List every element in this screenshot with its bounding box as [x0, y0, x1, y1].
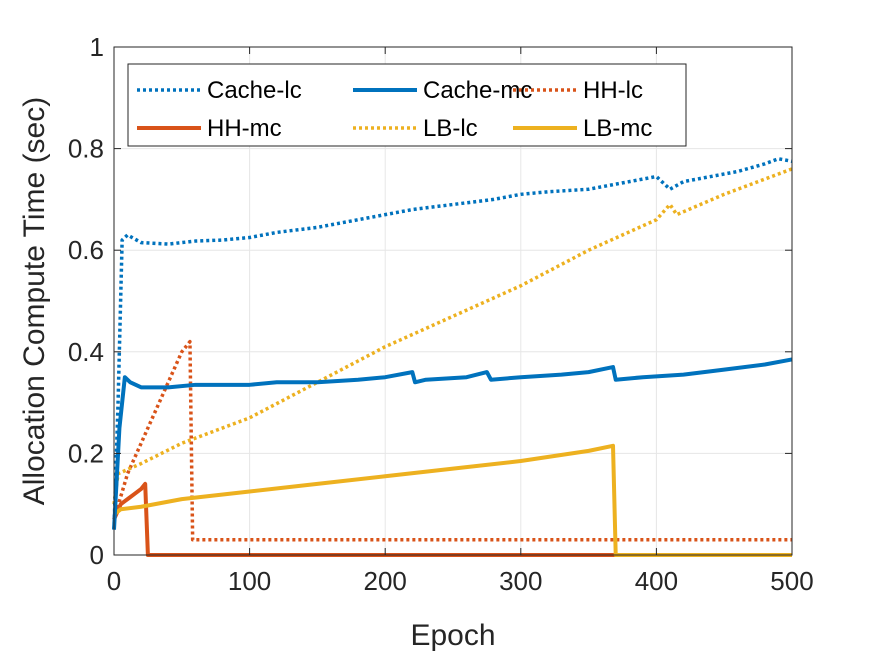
- x-tick-label: 500: [770, 566, 813, 596]
- y-axis-title: Allocation Compute Time (sec): [18, 97, 51, 506]
- x-axis-title: Epoch: [410, 619, 495, 652]
- x-tick-label: 0: [107, 566, 121, 596]
- legend-label-lb-mc: LB-mc: [583, 115, 652, 142]
- x-tick-label: 300: [499, 566, 542, 596]
- legend-label-lb-lc: LB-lc: [423, 115, 478, 142]
- series-line-cache-lc: [112, 157, 793, 530]
- legend-label-hh-mc: HH-mc: [207, 115, 282, 142]
- x-tick-label: 200: [364, 566, 407, 596]
- legend-label-cache-lc: Cache-lc: [207, 77, 302, 104]
- legend-box: [127, 63, 687, 147]
- x-tick-label: 100: [228, 566, 271, 596]
- plot-frame: [113, 46, 793, 556]
- y-tick-label: 1: [90, 32, 104, 62]
- y-tick-label: 0.4: [68, 337, 104, 367]
- series-line-cache-mc: [112, 357, 793, 530]
- axis-ticks: [113, 46, 793, 556]
- tick-labels: 0 100 200 300 400 500 0 0.2 0.4 0.6 0.8 1: [68, 32, 814, 596]
- legend: Cache-lc Cache-mc HH-lc HH-mc LB-lc LB-mc: [127, 63, 687, 147]
- y-tick-label: 0.8: [68, 134, 104, 164]
- y-tick-label: 0: [90, 540, 104, 570]
- legend-label-hh-lc: HH-lc: [583, 77, 643, 104]
- y-tick-label: 0.2: [68, 438, 104, 468]
- y-tick-label: 0.6: [68, 235, 104, 265]
- legend-label-cache-mc: Cache-mc: [423, 77, 532, 104]
- series-line-lb-lc: [112, 167, 793, 505]
- series-line-hh-lc: [112, 339, 792, 542]
- x-tick-label: 400: [635, 566, 678, 596]
